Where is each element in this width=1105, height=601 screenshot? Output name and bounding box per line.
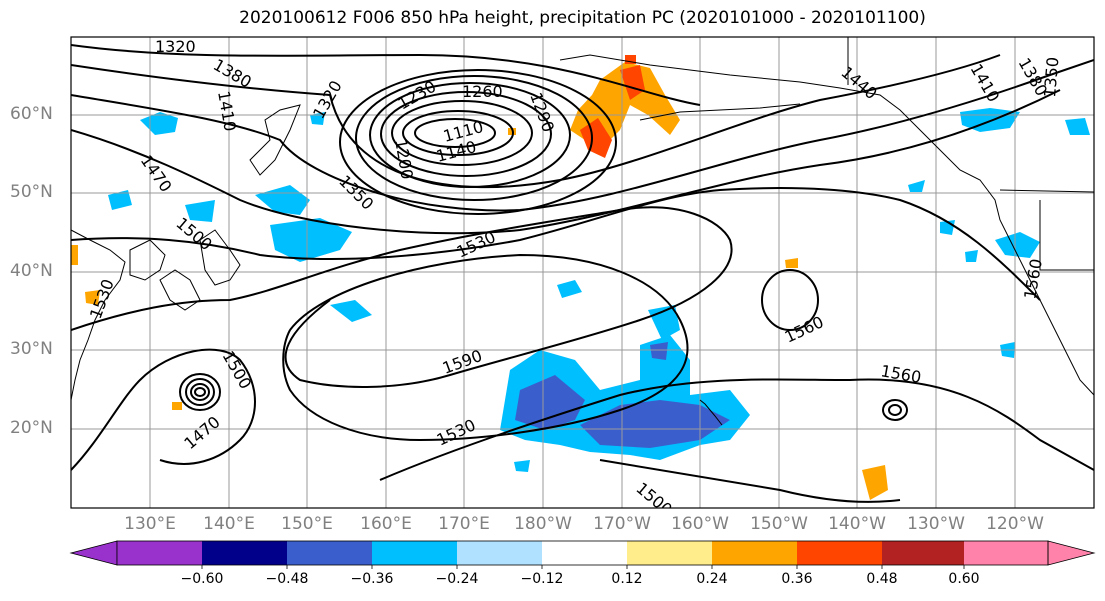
map-title: 2020100612 F006 850 hPa height, precipit… — [239, 8, 926, 28]
colorbar-right-extension — [1047, 540, 1096, 566]
lon-label: 120°W — [986, 514, 1044, 534]
graticule — [71, 37, 1094, 508]
lon-label: 140°E — [203, 514, 255, 534]
colorbar-segment — [627, 541, 712, 565]
colorbar-segment — [882, 541, 964, 565]
colorbar-tick-label: −0.60 — [180, 571, 224, 587]
coastlines — [71, 37, 1094, 426]
height-contours — [71, 44, 1094, 503]
colorbar-outline — [116, 540, 1049, 566]
lon-label: 160°W — [671, 514, 729, 534]
lon-label: 170°E — [438, 514, 490, 534]
colorbar-segment — [797, 541, 882, 565]
lon-label: 130°W — [907, 514, 965, 534]
colorbar-segment — [712, 541, 797, 565]
colorbar — [69, 540, 1096, 569]
colorbar-segment — [372, 541, 457, 565]
colorbar-segment — [964, 541, 1048, 565]
colorbar-tick-label: 0.24 — [696, 571, 728, 587]
colorbar-left-extension — [69, 540, 118, 566]
lat-label: 40°N — [10, 261, 53, 281]
map-frame — [70, 36, 1095, 509]
colorbar-tick-label: 0.60 — [948, 571, 980, 587]
contour-label: 1320 — [155, 37, 196, 56]
colorbar-tick-label: −0.12 — [520, 571, 564, 587]
lon-label: 130°E — [124, 514, 176, 534]
contour-label: 1350 — [1040, 56, 1062, 98]
lat-label: 50°N — [10, 182, 53, 202]
lon-label: 160°E — [360, 514, 412, 534]
lon-label: 140°W — [828, 514, 886, 534]
colorbar-tick-label: −0.24 — [435, 571, 479, 587]
colorbar-tick-label: −0.48 — [265, 571, 309, 587]
contour-label: 1260 — [462, 82, 503, 101]
colorbar-segment — [202, 541, 287, 565]
colorbar-tick-label: −0.36 — [350, 571, 394, 587]
colorbar-segment — [287, 541, 372, 565]
colorbar-segment — [542, 541, 627, 565]
colorbar-segment — [457, 541, 542, 565]
lat-label: 60°N — [10, 104, 53, 124]
lon-label: 180°W — [514, 514, 572, 534]
colorbar-tick-label: 0.48 — [866, 571, 898, 587]
lon-label: 150°W — [750, 514, 808, 534]
lat-label: 30°N — [10, 339, 53, 359]
lon-label: 150°E — [281, 514, 333, 534]
colorbar-tick-label: 0.36 — [781, 571, 813, 587]
lon-label: 170°W — [593, 514, 651, 534]
precip-positive-shading — [71, 55, 888, 500]
colorbar-segment — [117, 541, 202, 565]
colorbar-tick-label: 0.12 — [611, 571, 643, 587]
lat-label: 20°N — [10, 418, 53, 438]
